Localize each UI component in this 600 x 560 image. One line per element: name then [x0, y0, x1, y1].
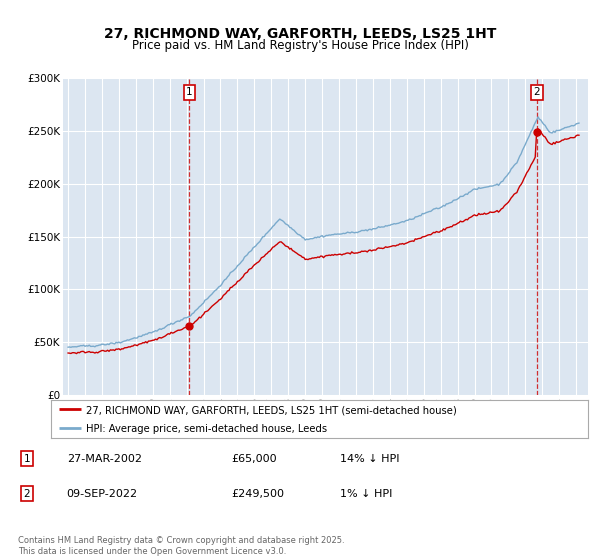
Text: 2: 2 [23, 488, 30, 498]
Text: £65,000: £65,000 [231, 454, 277, 464]
Text: 27, RICHMOND WAY, GARFORTH, LEEDS, LS25 1HT: 27, RICHMOND WAY, GARFORTH, LEEDS, LS25 … [104, 27, 496, 41]
Text: Contains HM Land Registry data © Crown copyright and database right 2025.
This d: Contains HM Land Registry data © Crown c… [18, 536, 344, 556]
Text: Price paid vs. HM Land Registry's House Price Index (HPI): Price paid vs. HM Land Registry's House … [131, 39, 469, 53]
Text: 27-MAR-2002: 27-MAR-2002 [67, 454, 142, 464]
Text: 27, RICHMOND WAY, GARFORTH, LEEDS, LS25 1HT (semi-detached house): 27, RICHMOND WAY, GARFORTH, LEEDS, LS25 … [86, 405, 457, 415]
Text: 1: 1 [23, 454, 30, 464]
Text: 1% ↓ HPI: 1% ↓ HPI [340, 488, 392, 498]
Text: 14% ↓ HPI: 14% ↓ HPI [340, 454, 400, 464]
Text: 1: 1 [186, 87, 193, 97]
Text: £249,500: £249,500 [231, 488, 284, 498]
Text: 2: 2 [533, 87, 540, 97]
Text: 09-SEP-2022: 09-SEP-2022 [67, 488, 138, 498]
Text: HPI: Average price, semi-detached house, Leeds: HPI: Average price, semi-detached house,… [86, 424, 327, 434]
